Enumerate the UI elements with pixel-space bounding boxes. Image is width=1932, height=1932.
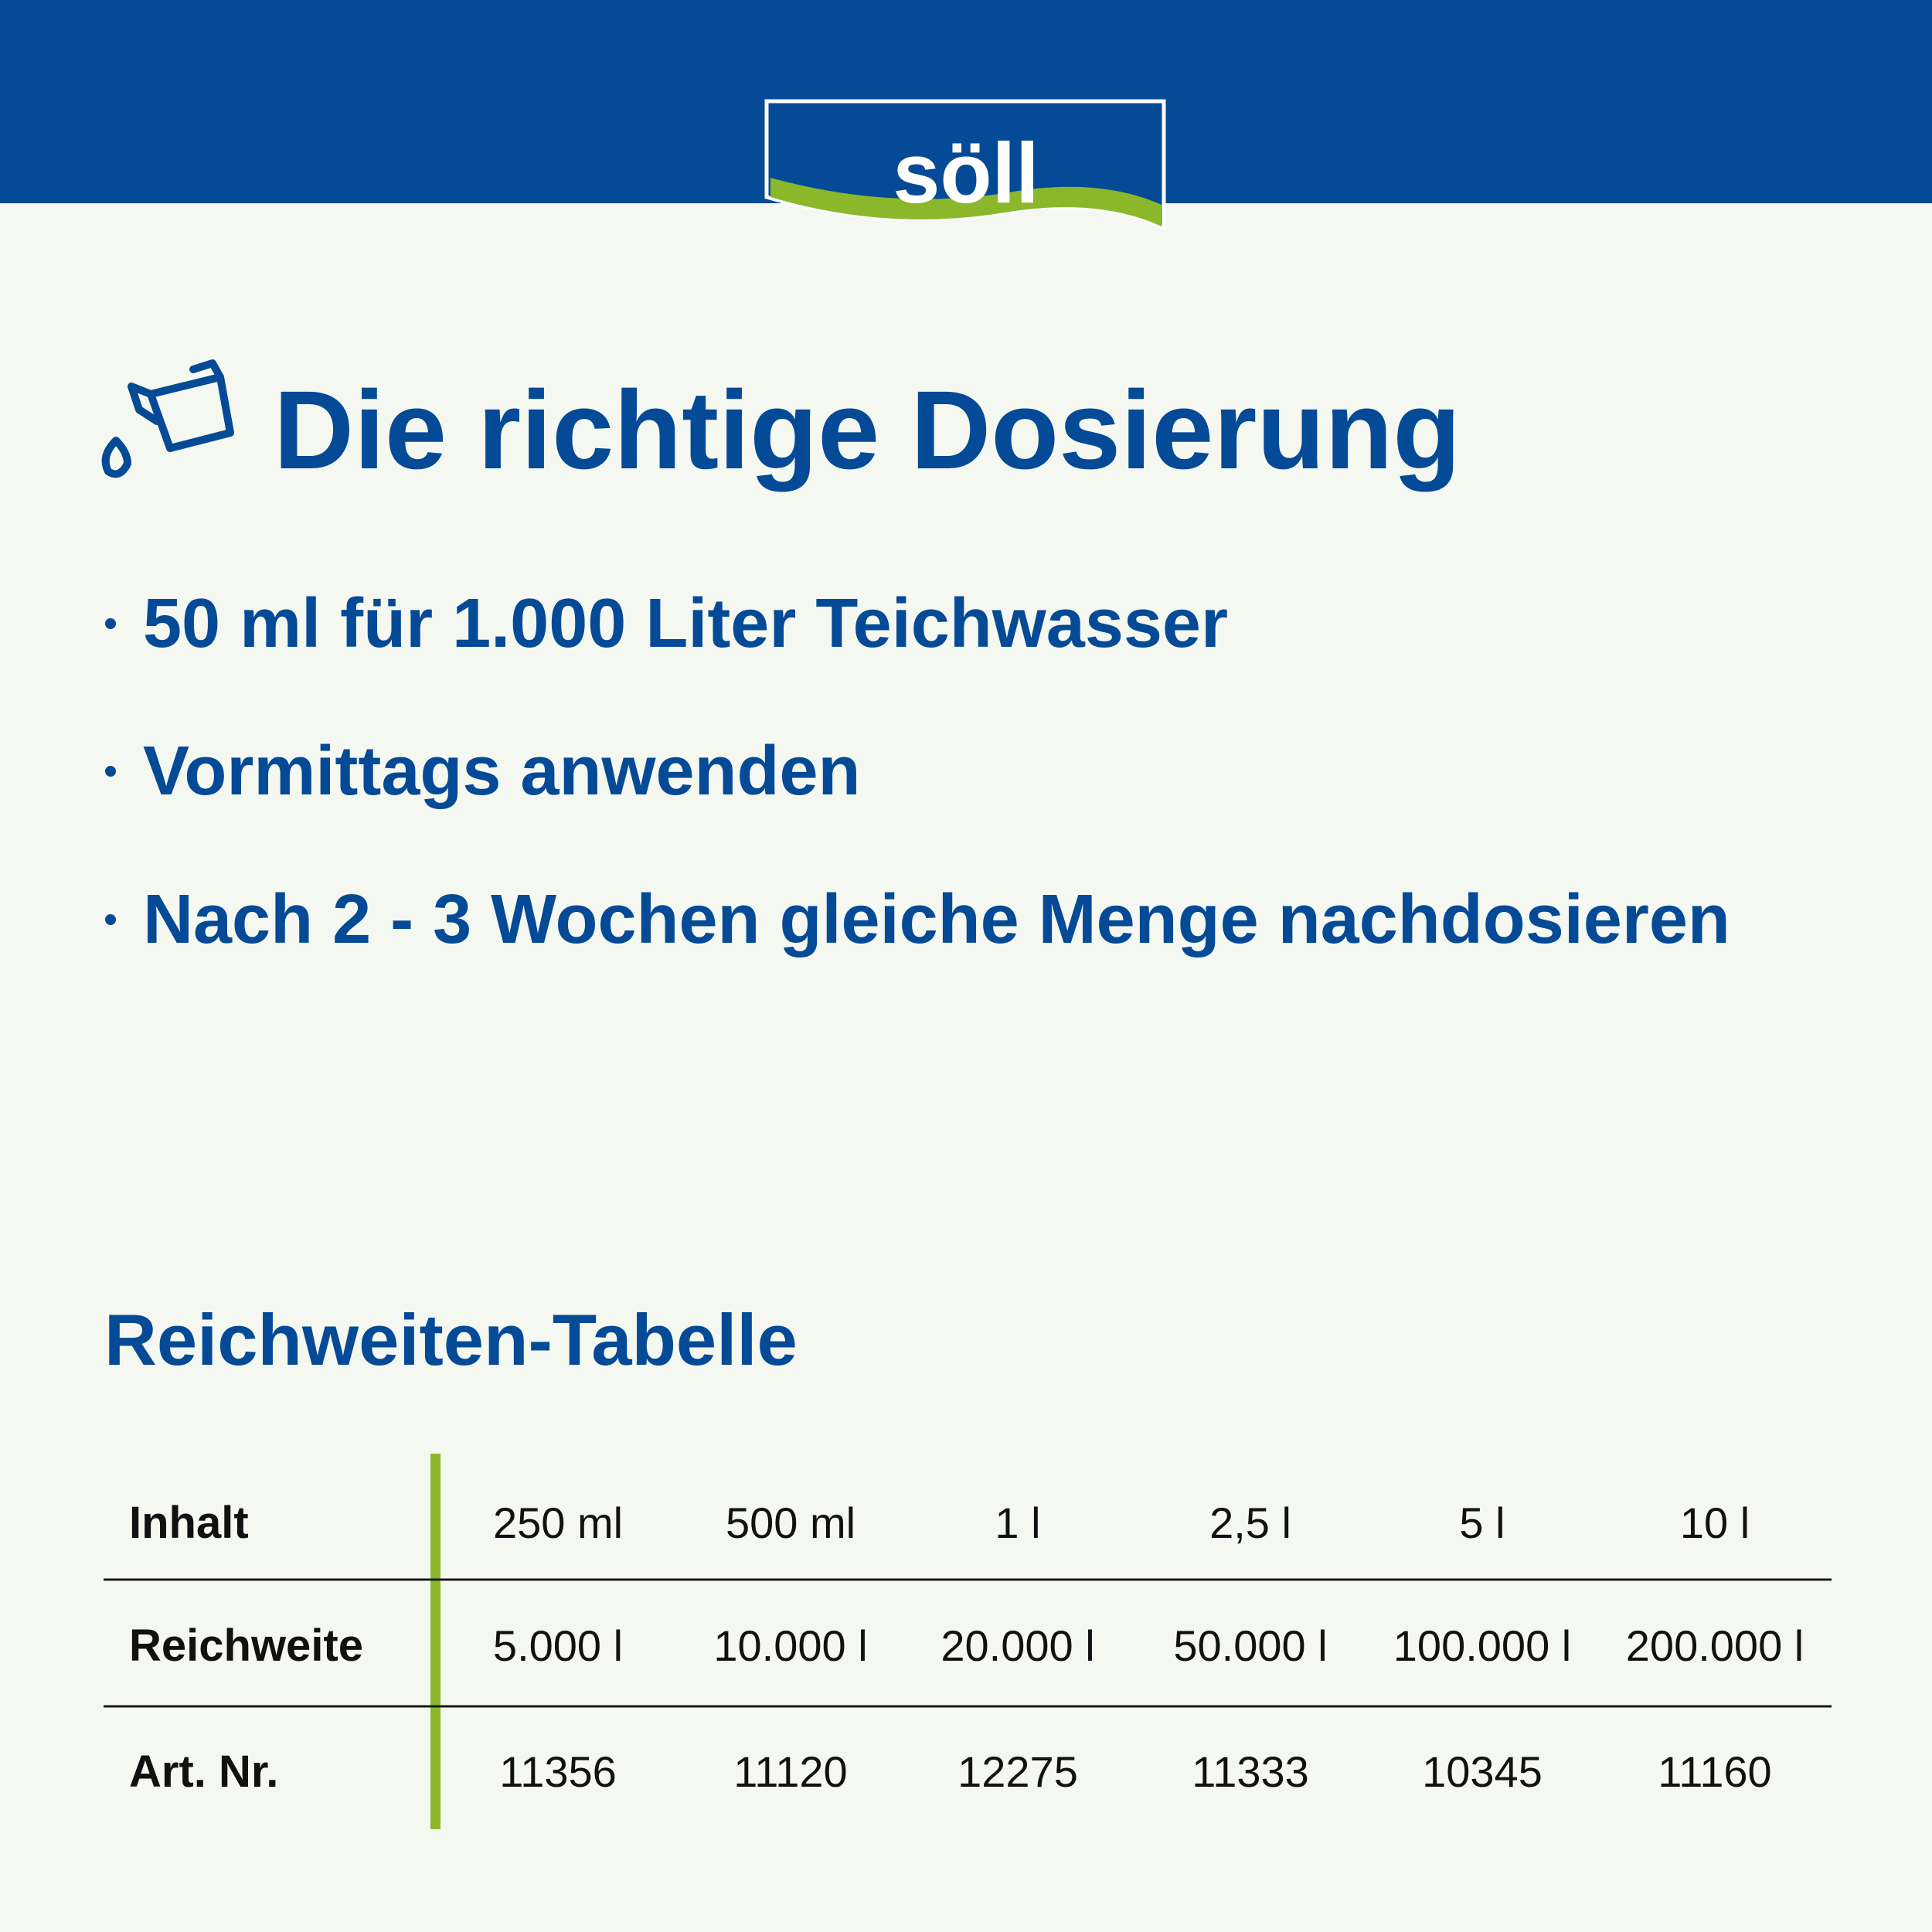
pour-icon bbox=[101, 359, 234, 478]
bullet-text: Vormittags anwenden bbox=[143, 733, 860, 810]
title: Die richtige Dosierung bbox=[274, 368, 1461, 492]
cell: 20.000 l bbox=[940, 1621, 1094, 1670]
cell: 11120 bbox=[733, 1747, 847, 1796]
cell: 1 l bbox=[995, 1498, 1040, 1547]
cell: 11356 bbox=[499, 1747, 617, 1796]
bullet-text: Nach 2 - 3 Wochen gleiche Menge nachdosi… bbox=[143, 881, 1730, 958]
bullet-text: 50 ml für 1.000 Liter Teichwasser bbox=[143, 585, 1228, 662]
cell: 11160 bbox=[1658, 1747, 1771, 1796]
cell: 2,5 l bbox=[1209, 1498, 1291, 1547]
row-label: Reichweite bbox=[129, 1621, 363, 1671]
icon-drop bbox=[101, 437, 131, 478]
logo-text: söll bbox=[893, 126, 1039, 221]
cell: 11333 bbox=[1192, 1747, 1309, 1796]
cell: 10 l bbox=[1680, 1498, 1750, 1547]
row-label: Art. Nr. bbox=[129, 1747, 278, 1797]
bullet-dot bbox=[105, 766, 116, 777]
logo-wave bbox=[770, 178, 1162, 226]
icon-rim bbox=[189, 359, 224, 381]
cell: 100.000 l bbox=[1393, 1621, 1571, 1670]
cell: 500 ml bbox=[726, 1498, 855, 1547]
cell: 10345 bbox=[1422, 1747, 1543, 1796]
icon-spout bbox=[128, 383, 161, 425]
table-divider bbox=[430, 1454, 440, 1829]
table-title: Reichweiten-Tabelle bbox=[104, 1299, 798, 1380]
logo: söll bbox=[764, 99, 1166, 231]
icon-cup bbox=[147, 373, 234, 452]
cell: 200.000 l bbox=[1626, 1621, 1804, 1670]
cell: 10.000 l bbox=[713, 1621, 867, 1670]
row-label: Inhalt bbox=[129, 1498, 249, 1548]
bullet-dot bbox=[105, 618, 116, 629]
cell: 12275 bbox=[957, 1747, 1078, 1796]
bullet-dot bbox=[105, 914, 116, 925]
cell: 50.000 l bbox=[1173, 1621, 1327, 1670]
cell: 5.000 l bbox=[493, 1621, 623, 1670]
cell: 5 l bbox=[1459, 1498, 1505, 1547]
cell: 250 ml bbox=[493, 1498, 623, 1547]
